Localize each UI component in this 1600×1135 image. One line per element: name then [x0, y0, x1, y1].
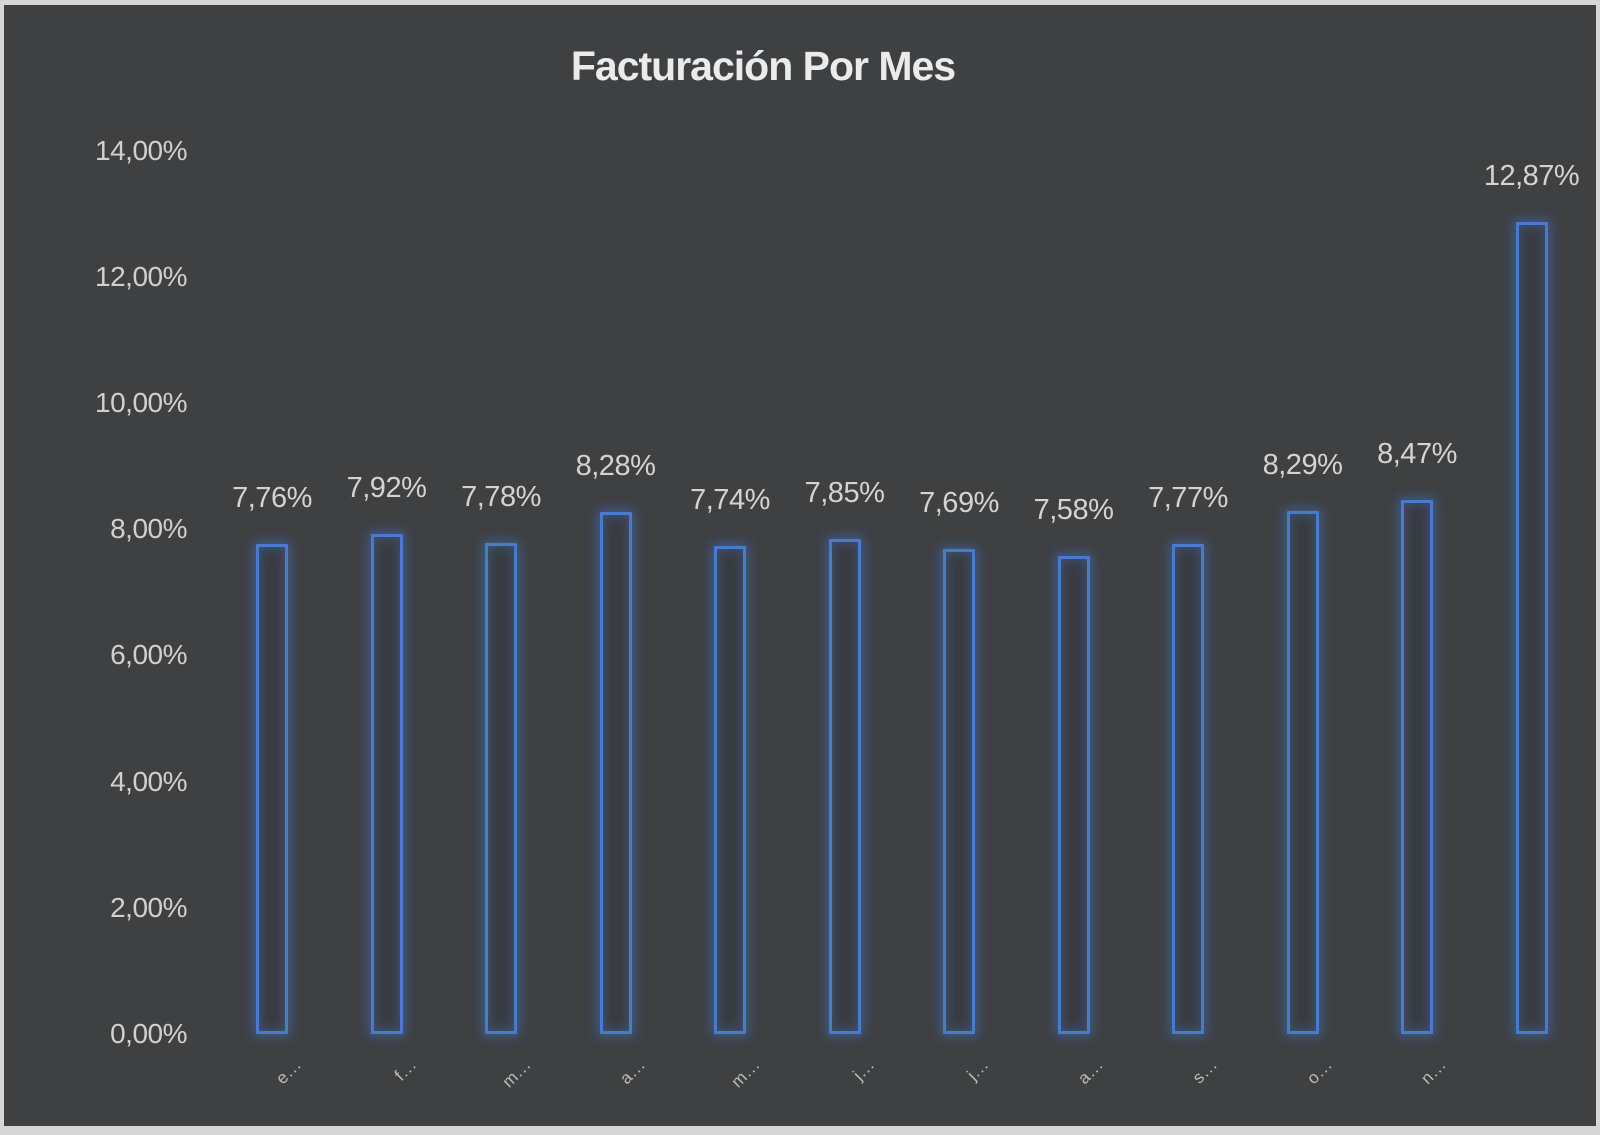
x-tick-label: a... [615, 1055, 649, 1088]
bar-value-label: 7,92% [346, 472, 427, 504]
bar[interactable] [370, 534, 403, 1034]
x-tick-label: f... [390, 1055, 420, 1085]
chart-area: Facturación Por Mes 0,00% 2,00% 4,00% 6,00%… [4, 5, 1596, 1126]
bar[interactable] [1401, 500, 1433, 1034]
bar-value-label: 7,69% [919, 487, 999, 519]
bar[interactable] [1057, 556, 1090, 1034]
x-axis: e... f... m... a... m... j... j... a... s... o...… [4, 5, 1596, 1126]
x-tick-label: m... [727, 1055, 764, 1092]
x-tick-label: a... [1073, 1055, 1107, 1088]
bar-value-label: 7,85% [804, 477, 885, 509]
bar[interactable] [256, 544, 288, 1034]
y-axis: 0,00% 2,00% 4,00% 6,00% 8,00% 10,00% 12,00% 14,… [4, 5, 1596, 1126]
bar-value-label: 7,58% [1033, 494, 1114, 526]
bar[interactable] [599, 512, 632, 1034]
plot-area: 7,76% 7,92% 7,78% 8,28% 7,74% 7,85% 7,69% 7,58%… [4, 5, 1596, 1126]
bar[interactable] [485, 543, 517, 1034]
x-tick-label: j... [963, 1055, 993, 1084]
y-tick-label: 12,00% [95, 260, 187, 292]
bar[interactable] [828, 539, 861, 1034]
bar-value-label: 8,28% [575, 450, 656, 482]
x-tick-label: n... [1417, 1055, 1451, 1088]
bar-value-label: 7,74% [690, 484, 770, 516]
bar-value-label: 7,77% [1148, 482, 1228, 514]
bar-value-label: 8,29% [1262, 449, 1343, 481]
y-tick-label: 0,00% [110, 1018, 187, 1049]
bar-value-label: 7,76% [232, 482, 312, 514]
bar[interactable] [1286, 511, 1319, 1034]
bar-value-label: 8,47% [1377, 438, 1457, 470]
chart-title: Facturación Por Mes [570, 43, 956, 89]
x-tick-label: o... [1302, 1055, 1336, 1088]
bar-value-label: 7,78% [461, 481, 541, 513]
y-tick-label: 4,00% [110, 765, 187, 797]
x-tick-label: m... [498, 1055, 535, 1092]
bar[interactable] [714, 546, 746, 1034]
y-tick-label: 6,00% [110, 639, 187, 671]
y-tick-label: 14,00% [95, 134, 187, 166]
x-tick-label: s... [1189, 1055, 1222, 1088]
bar-value-label: 12,87% [1483, 160, 1580, 192]
bar[interactable] [1172, 544, 1204, 1034]
x-tick-label: e... [272, 1055, 306, 1088]
y-tick-label: 2,00% [110, 891, 187, 923]
x-tick-label: j... [848, 1055, 878, 1084]
y-tick-label: 8,00% [110, 513, 187, 545]
bar[interactable] [943, 549, 975, 1034]
bar[interactable] [1515, 222, 1548, 1034]
y-tick-label: 10,00% [95, 387, 187, 418]
